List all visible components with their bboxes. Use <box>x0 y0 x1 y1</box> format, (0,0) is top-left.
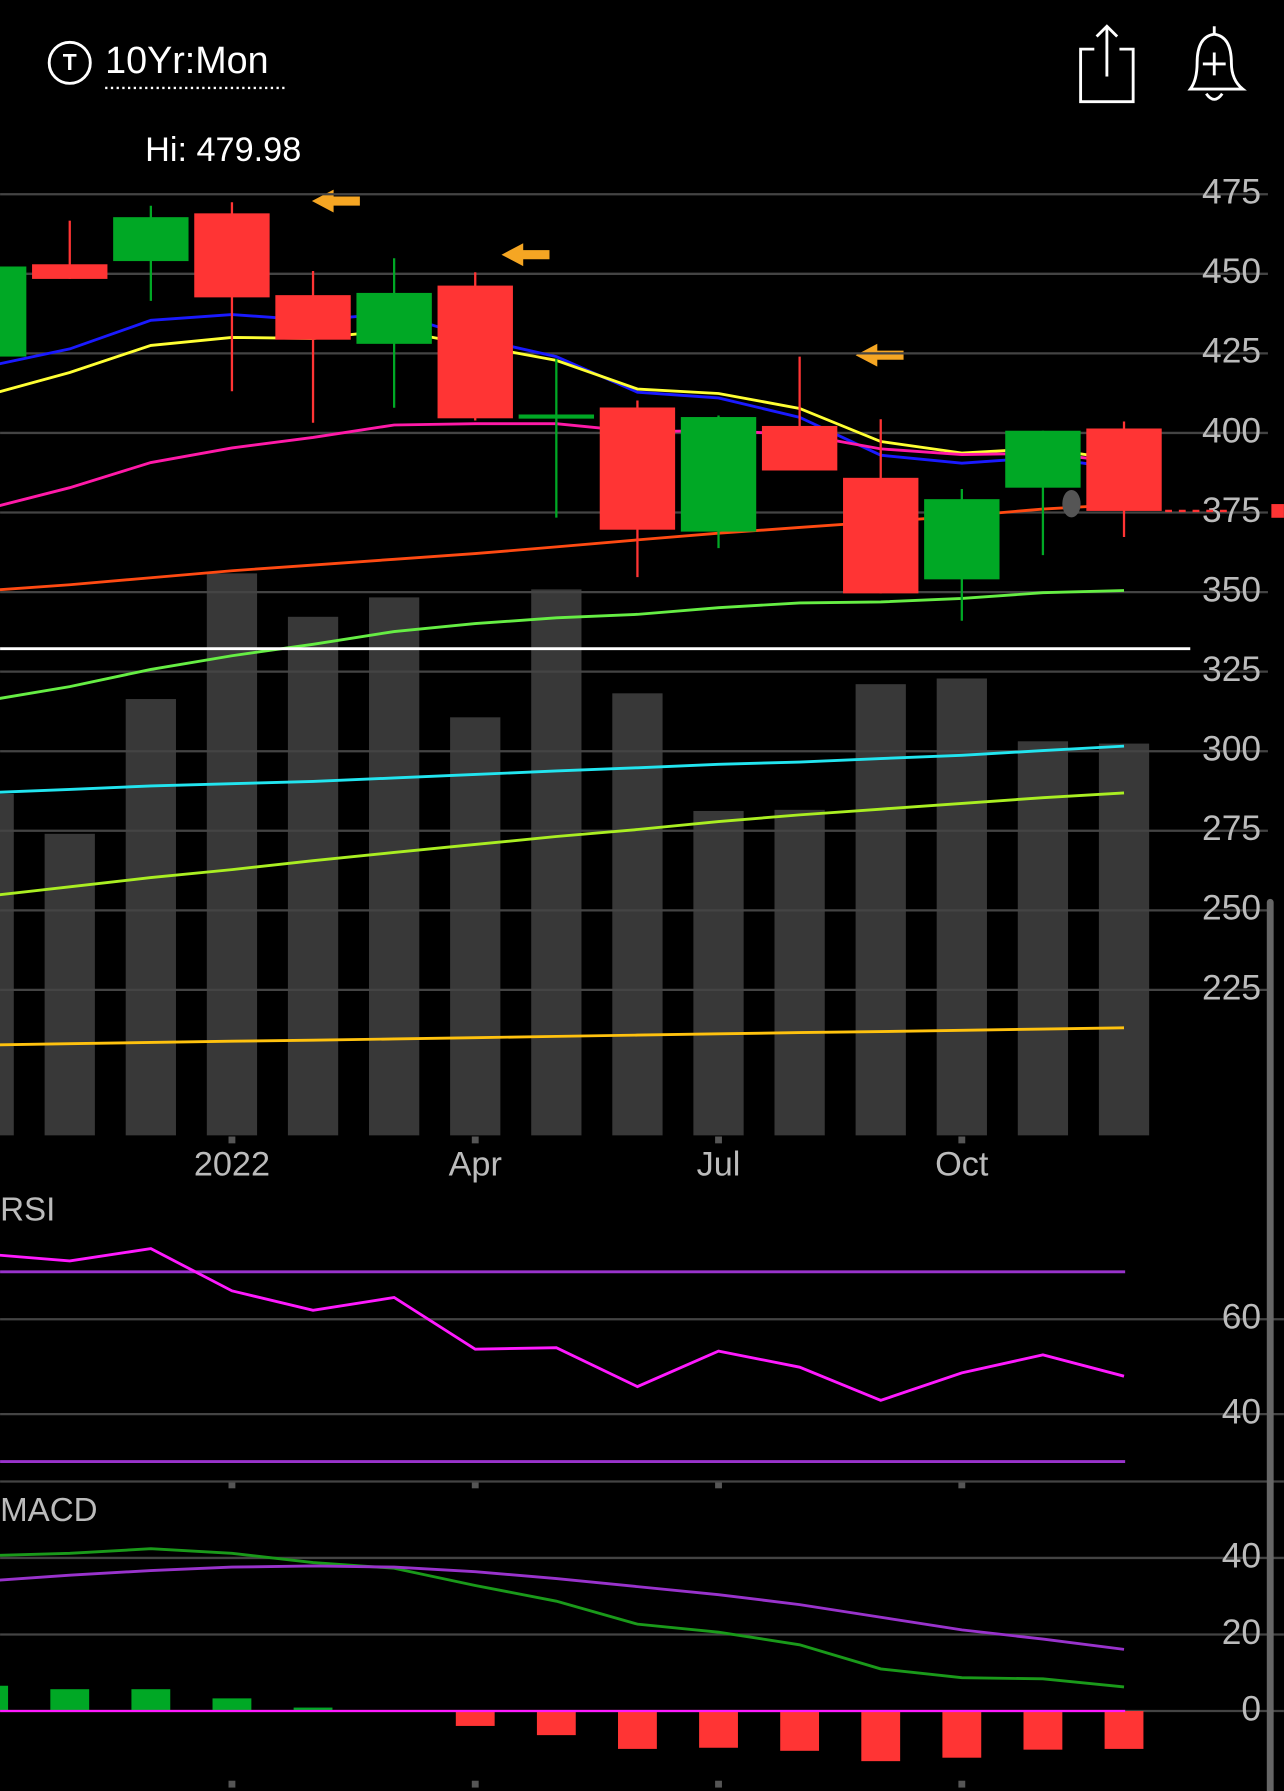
y-tick-label: 0 <box>1241 1688 1261 1728</box>
candle-body <box>113 217 189 262</box>
event-marker <box>1062 490 1081 518</box>
y-tick-label: 450 <box>1202 251 1261 291</box>
volume-bar <box>0 793 14 1136</box>
indicator-line <box>0 1247 1125 1402</box>
y-tick-label: 20 <box>1222 1612 1261 1652</box>
candle-body <box>437 285 513 419</box>
volume-bar <box>1098 743 1150 1136</box>
volume-bar <box>125 699 176 1136</box>
y-tick-label: 425 <box>1202 331 1261 371</box>
y-tick-label: 40 <box>1222 1391 1261 1431</box>
y-tick-label: 60 <box>1222 1297 1261 1337</box>
histogram-bar <box>618 1711 657 1749</box>
histogram-bar <box>1104 1711 1144 1749</box>
candle-body <box>275 295 351 340</box>
x-tick-label: Apr <box>449 1145 502 1183</box>
volume-bar <box>44 833 95 1136</box>
histogram-bar <box>1023 1711 1063 1750</box>
ticker-icon-letter: T <box>63 49 77 75</box>
candle-body <box>356 292 432 344</box>
volume-bar <box>774 809 825 1136</box>
candle-body <box>518 414 595 419</box>
volume-bar <box>450 717 501 1136</box>
x-tick-label: 2022 <box>194 1145 270 1183</box>
x-tick-label: Jul <box>697 1145 741 1183</box>
high-label: Hi: 479.98 <box>145 131 301 169</box>
volume-bar <box>531 589 582 1136</box>
candle-body <box>599 407 676 530</box>
histogram-bar <box>942 1711 982 1758</box>
alert-button[interactable] <box>1187 26 1247 101</box>
moving-average <box>0 311 1125 471</box>
y-tick-label: 300 <box>1202 729 1261 769</box>
candle-body <box>32 264 108 279</box>
y-tick-label: 400 <box>1202 410 1261 450</box>
volume-bar <box>693 810 744 1136</box>
histogram-bar <box>861 1711 901 1762</box>
y-tick-label: 40 <box>1222 1535 1261 1575</box>
histogram-bar <box>212 1698 252 1712</box>
histogram-bar <box>131 1689 171 1712</box>
candle-body <box>924 499 1000 580</box>
x-tick-label: Oct <box>935 1145 989 1183</box>
y-tick-label: 225 <box>1202 967 1261 1007</box>
arrow-marker <box>501 243 550 267</box>
candle-body <box>1086 428 1162 511</box>
histogram-bar <box>455 1711 495 1726</box>
volume-bar <box>369 597 420 1136</box>
moving-average <box>0 791 1125 897</box>
candle-body <box>843 477 919 594</box>
candle-body <box>1005 430 1081 488</box>
symbol-title[interactable]: 10Yr:Mon <box>105 39 268 81</box>
y-tick-label: 475 <box>1202 172 1261 212</box>
last-price-marker <box>1271 504 1284 518</box>
histogram-bar <box>50 1689 90 1712</box>
histogram-bar <box>780 1711 820 1751</box>
indicator-line <box>0 1564 1125 1651</box>
ticker-icon[interactable] <box>47 40 92 85</box>
moving-average <box>0 589 1125 700</box>
indicator-line <box>0 1547 1125 1689</box>
volume-bar <box>936 678 987 1136</box>
histogram-bar <box>536 1711 576 1736</box>
moving-average <box>0 744 1125 794</box>
y-tick-label: 325 <box>1202 649 1261 689</box>
candle-body <box>761 425 838 471</box>
volume-bar <box>287 616 339 1136</box>
volume-bar <box>612 693 663 1136</box>
y-tick-label: 250 <box>1202 888 1261 928</box>
panel-title: MACD <box>0 1492 98 1529</box>
histogram-bar <box>0 1685 9 1712</box>
volume-bar <box>1017 741 1069 1136</box>
histogram-bar <box>293 1707 333 1712</box>
candle-body <box>194 213 270 298</box>
y-tick-label: 350 <box>1202 569 1261 609</box>
candle-body <box>680 417 757 532</box>
moving-average <box>0 1026 1125 1047</box>
y-tick-label: 275 <box>1202 808 1261 848</box>
panel-title: RSI <box>0 1192 55 1229</box>
arrow-marker <box>855 343 904 367</box>
candle-body <box>0 266 27 357</box>
histogram-bar <box>699 1711 738 1748</box>
share-button[interactable] <box>1079 24 1135 104</box>
